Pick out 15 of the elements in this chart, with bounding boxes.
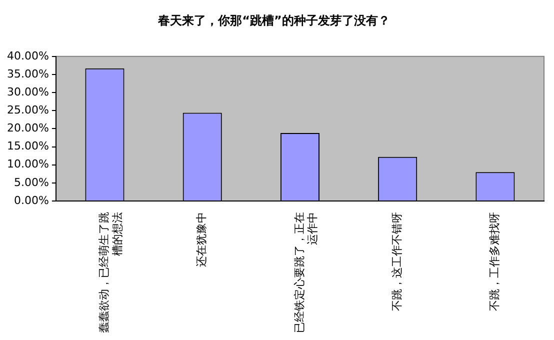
y-tick-label: 25.00% [6,103,49,116]
y-tick-label: 5.00% [14,176,49,189]
chart-title: 春天来了，你那“跳槽”的种子发芽了没有？ [157,13,390,28]
y-tick-label: 0.00% [14,194,49,207]
x-tick-label: 已经铁定心要跳了，正在运作中 [292,212,320,333]
y-tick-label: 20.00% [6,122,49,135]
y-tick-label: 35.00% [6,67,49,80]
x-tick-label: 不跳，这工作不错呀 [390,212,404,311]
x-tick-label: 蠢蠢欲动，已经萌生了跳槽的想法 [98,212,124,333]
y-tick-label: 40.00% [6,49,49,62]
x-tick-label: 还在犹豫中 [195,212,208,267]
y-tick-label: 10.00% [6,158,49,171]
y-tick-label: 30.00% [6,85,49,98]
x-tick-label: 不跳，工作多难找呀 [488,212,502,311]
y-tick-label: 15.00% [6,140,49,153]
